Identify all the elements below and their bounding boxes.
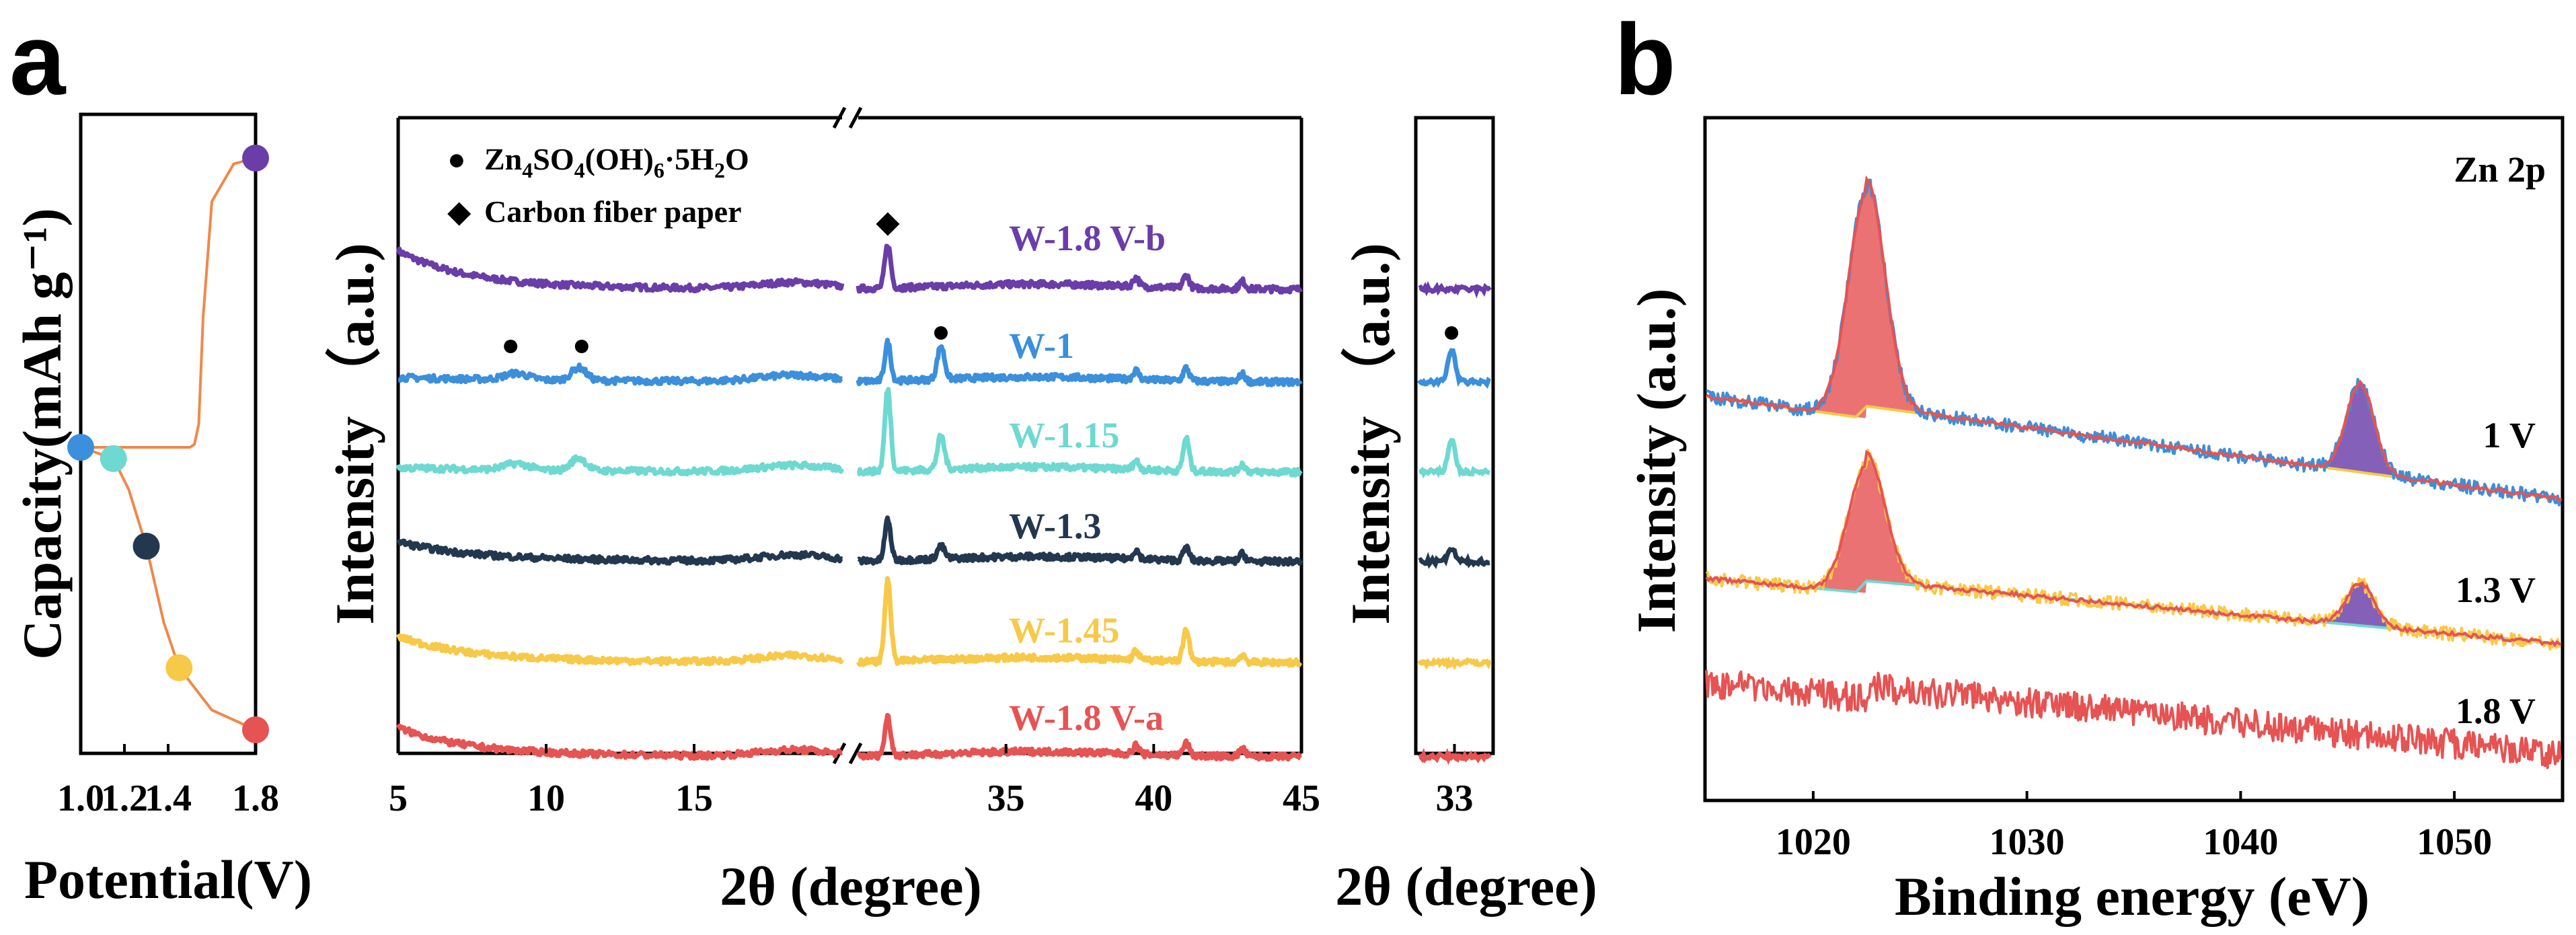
xps-raw-series [1705, 670, 2562, 770]
xrd-x-tick-label: 15 [675, 778, 713, 819]
xrd-cfp-peak-marker: ◆ [876, 204, 900, 239]
xrd-series-left [395, 246, 845, 293]
capacity-marker-3 [132, 533, 160, 560]
capacity-frame [79, 112, 258, 755]
xps-series-label: 1.3 V [2456, 570, 2536, 610]
legend-text-cfp: Carbon fiber paper [484, 194, 742, 229]
xps-x-tick-label: 1020 [1776, 821, 1851, 863]
xps-y-label: Intensity (a.u.) [1626, 289, 1687, 634]
xrd-series-label: W-1.15 [1009, 415, 1119, 455]
xps-x-tick-label: 1030 [1990, 821, 2065, 863]
zoom-series [1418, 747, 1492, 765]
zoom-series [1418, 280, 1492, 299]
xrd-series-left [395, 723, 843, 761]
xrd-x-tick-label: 40 [1135, 778, 1172, 819]
capacity-x-tick-label: 1.4 [145, 778, 192, 819]
legend-symbol-cfp: ◆ [447, 194, 471, 229]
capacity-discharge-curve [80, 446, 256, 731]
xps-series-label: 1 V [2483, 415, 2536, 455]
capacity-x-tick-label: 1.8 [232, 778, 279, 819]
xrd-y-label: Intensity （a.u.) [324, 243, 385, 624]
xps-series-label: 1.8 V [2456, 691, 2536, 731]
xrd-zn-peak-marker [504, 340, 518, 353]
zoom-x-ticks: 33 [1436, 744, 1474, 819]
xps-x-label: Binding energy (eV) [1895, 866, 2370, 927]
xps-title: Zn 2p [2454, 149, 2546, 190]
xrd-series-label: W-1.8 V-b [1009, 218, 1166, 258]
capacity-x-label: Potential(V) [24, 849, 312, 910]
zoom-plot-area [1417, 280, 1492, 765]
legend-symbol-zn: ● [447, 142, 466, 176]
capacity-marker-1 [67, 434, 94, 461]
zoom-zn-peak-marker [1445, 326, 1459, 340]
xrd-series-right [856, 712, 1302, 762]
zoom-y-label: Intensity （a.u.) [1340, 243, 1401, 624]
xrd-series-right [856, 338, 1303, 387]
zoom-x-tick-label: 33 [1436, 778, 1474, 819]
xps-fit-envelope [1705, 449, 2562, 648]
xrd-series-left [395, 632, 844, 667]
xrd-series-label: W-1 [1009, 326, 1074, 366]
xps-panel: 1 V 1.3 V 1.8 V 1020 1030 1040 1050 Zn 2p Bin… [1626, 116, 2565, 927]
zoom-series [1417, 348, 1492, 389]
xrd-plot-area: W-1.8 V-b W-1 W-1.15 W-1.3 W-1.45 W-1.8 V-a ◆ [395, 204, 1303, 762]
xrd-series-left [395, 538, 843, 566]
zoom-x-label: 2θ (degree) [1335, 856, 1597, 917]
xrd-x-tick-label: 35 [987, 778, 1025, 819]
xrd-series-left [395, 454, 845, 477]
capacity-marker-0 [242, 145, 269, 172]
capacity-x-ticks: 1.01.21.4 1.8 [57, 744, 279, 819]
xps-frame [1703, 116, 2565, 802]
panel-letter-b: b [1614, 3, 1676, 116]
xps-fit-envelope [1706, 175, 2563, 502]
xps-x-tick-label: 1050 [2417, 821, 2492, 863]
xrd-zn-peak-marker [574, 340, 589, 353]
xrd-series-right [856, 515, 1303, 567]
xrd-series-label: W-1.8 V-a [1009, 698, 1164, 738]
xps-plot-area: 1 V 1.3 V 1.8 V [1705, 175, 2563, 770]
xps-peak-fill [1811, 454, 1922, 593]
xrd-series-right [856, 244, 1303, 295]
panel-letter-a: a [9, 3, 67, 116]
capacity-x-tick-label: 1.2 [101, 778, 148, 819]
capacity-plot-area [67, 145, 269, 743]
capacity-x-tick-label: 1.0 [57, 778, 104, 819]
xps-peak-fill [1811, 180, 1922, 418]
capacity-marker-4 [165, 654, 193, 681]
xrd-zoom-panel: 33 2θ (degree) Intensity （a.u.) [1335, 116, 1597, 917]
zoom-series [1418, 546, 1490, 570]
xrd-x-ticks: 5 10 15 35 40 45 [389, 744, 1320, 819]
xrd-x-tick-label: 5 [389, 778, 408, 819]
xrd-series-right [856, 387, 1303, 478]
zoom-series [1417, 656, 1492, 671]
zoom-series [1418, 437, 1491, 479]
legend-text-zn: Zn4SO4(OH)6·5H2O [484, 142, 749, 182]
xrd-x-label: 2θ (degree) [720, 856, 982, 917]
xrd-x-tick-label: 45 [1283, 778, 1320, 819]
capacity-y-label: Capacity(mAh g⁻¹) [11, 208, 73, 659]
xps-x-ticks: 1020 1030 1040 1050 [1776, 791, 2492, 863]
xrd-axis-break-marks [832, 106, 863, 765]
xrd-series-left [397, 362, 843, 387]
capacity-charge-curve [81, 157, 256, 449]
capacity-panel: 1.01.21.4 1.8 Potential(V) Capacity(mAh g… [11, 112, 312, 910]
xrd-legend: ● Zn4SO4(OH)6·5H2O ◆ Carbon fiber paper [447, 142, 749, 229]
xrd-zn-peak-marker [934, 326, 948, 340]
xrd-series-right [856, 576, 1303, 668]
capacity-marker-2 [100, 445, 127, 472]
xrd-x-tick-label: 10 [527, 778, 565, 819]
xrd-series-label: W-1.45 [1009, 610, 1119, 650]
xrd-panel: W-1.8 V-bW-1W-1.15W-1.3W-1.45W-1.8 V-a◆ … [324, 106, 1320, 917]
xrd-series-label: W-1.3 [1009, 506, 1101, 546]
xps-raw-series [1706, 178, 2562, 507]
xps-x-tick-label: 1040 [2203, 821, 2278, 863]
capacity-marker-5 [242, 716, 269, 743]
